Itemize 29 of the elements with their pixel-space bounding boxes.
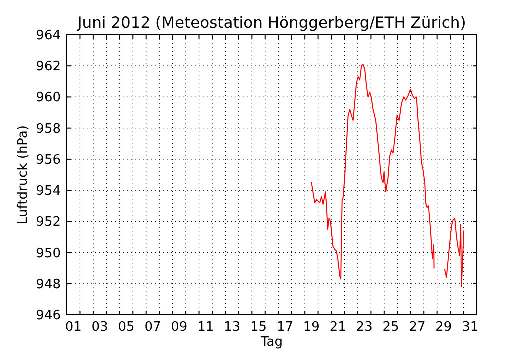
y-tick-label: 950: [36, 246, 61, 262]
x-tick-label: 29: [436, 320, 452, 335]
x-tick-label: 31: [462, 320, 479, 335]
x-tick-label: 21: [330, 320, 346, 335]
x-tick-label: 25: [382, 320, 400, 335]
x-axis-title: Tag: [260, 335, 284, 350]
x-tick-label: 07: [144, 320, 162, 335]
x-tick-label: 11: [198, 320, 214, 335]
x-tick-label: 09: [171, 320, 188, 335]
y-tick-label: 958: [36, 122, 61, 137]
x-tick-label: 19: [303, 320, 320, 335]
x-tick-label: 05: [118, 320, 135, 335]
x-tick-label: 03: [92, 320, 108, 335]
x-tick-label: 23: [356, 320, 373, 335]
y-tick-label: 956: [36, 152, 61, 168]
x-tick-label: 15: [250, 320, 268, 335]
chart-title: Juni 2012 (Meteostation Hönggerberg/ETH Zürich): [76, 14, 466, 32]
y-tick-label: 952: [36, 215, 61, 230]
y-tick-label: 962: [36, 60, 61, 75]
x-tick-label: 13: [224, 320, 241, 335]
y-tick-label: 954: [36, 184, 61, 200]
y-tick-label: 948: [36, 277, 61, 292]
x-tick-label: 27: [409, 320, 426, 335]
y-axis-title: Luftdruck (hPa): [16, 126, 31, 224]
y-tick-label: 946: [36, 308, 61, 324]
y-tick-label: 964: [36, 28, 61, 44]
x-tick-label: 17: [276, 320, 294, 335]
y-tick-label: 960: [36, 90, 61, 106]
x-tick-label: 01: [65, 320, 82, 335]
